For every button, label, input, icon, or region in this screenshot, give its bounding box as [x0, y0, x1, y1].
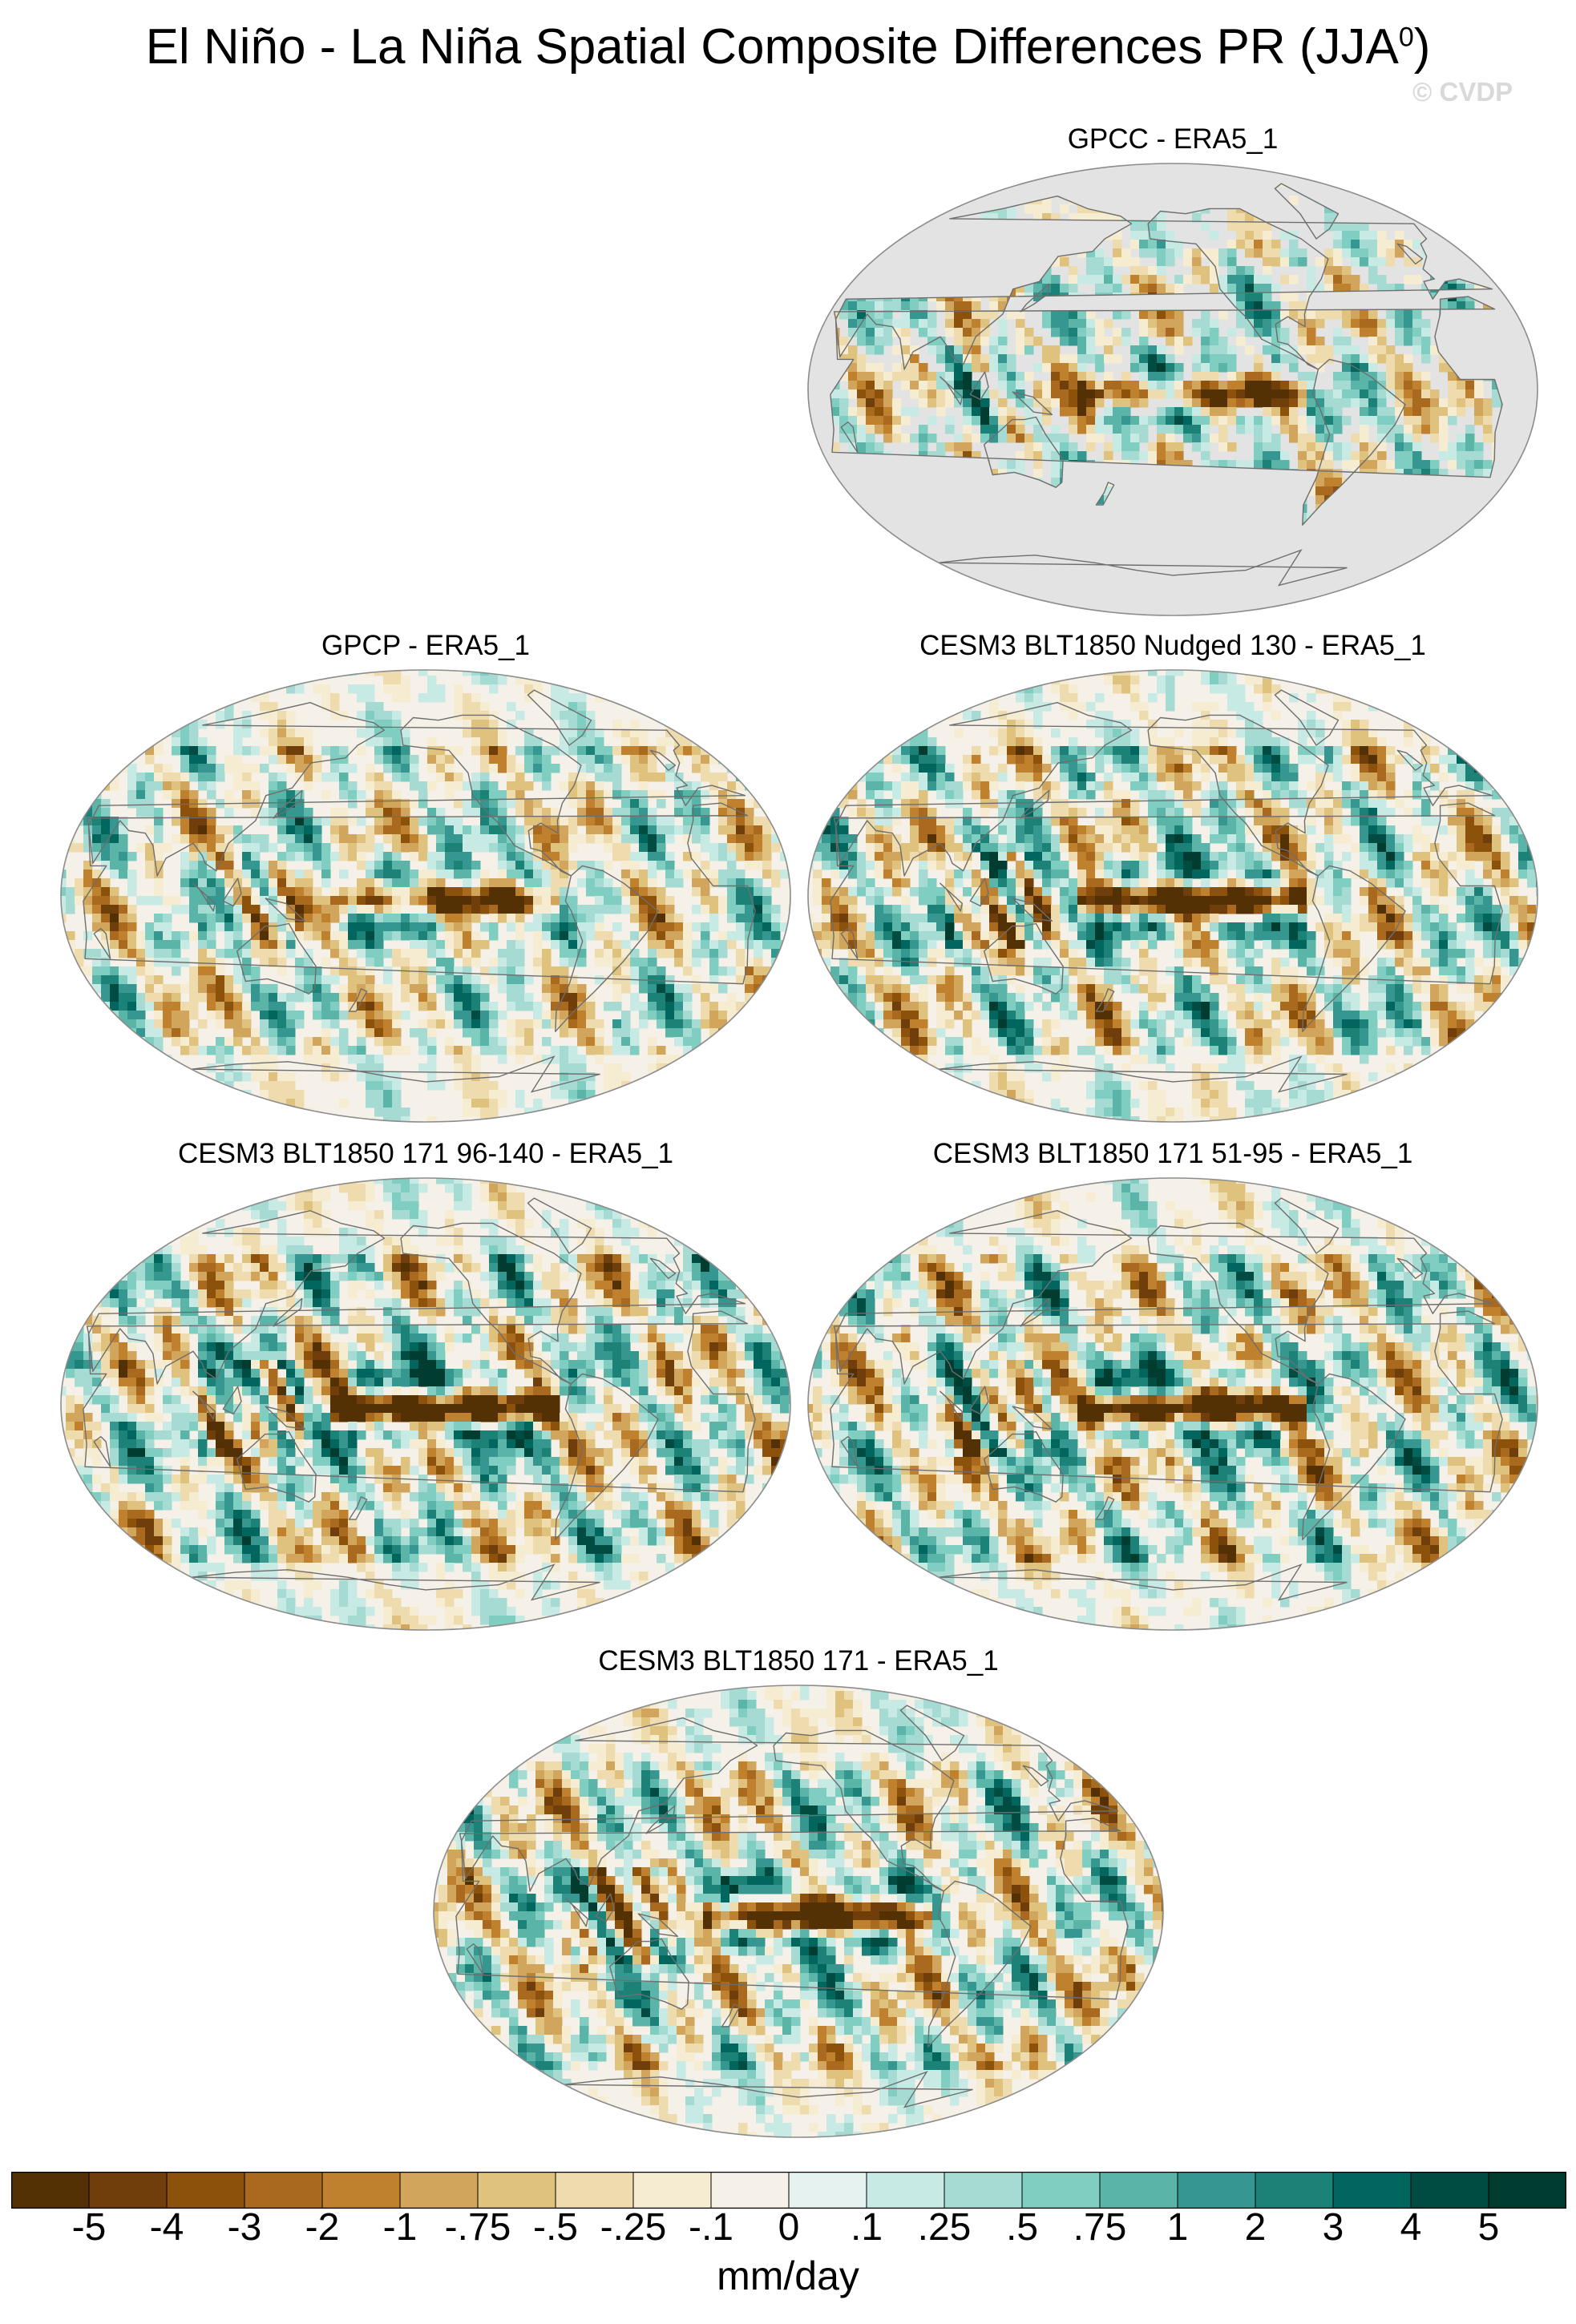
colorbar-tick-label: 0 — [778, 2206, 800, 2249]
colorbar-bin — [88, 2172, 168, 2209]
colorbar-tick-label: -2 — [305, 2206, 340, 2249]
map-panel-171-51-95: CESM3 BLT1850 171 51-95 - ERA5_1 — [804, 1140, 1542, 1636]
colorbar-tick-label: .75 — [1073, 2206, 1127, 2249]
map-nudged-130 — [807, 669, 1538, 1123]
panel-title: CESM3 BLT1850 171 - ERA5_1 — [598, 1645, 999, 1676]
main-title: El Niño - La Niña Spatial Composite Diff… — [145, 19, 1431, 75]
map-gpcc — [807, 163, 1538, 616]
panel-title: CESM3 BLT1850 Nudged 130 - ERA5_1 — [919, 630, 1426, 661]
colorbar-bin — [555, 2172, 634, 2209]
colorbar-tick-label: -.1 — [688, 2206, 733, 2249]
colorbar-bin — [477, 2172, 556, 2209]
colorbar-tick-label: 2 — [1244, 2206, 1267, 2249]
map-panel-nudged-130: CESM3 BLT1850 Nudged 130 - ERA5_1 — [804, 631, 1542, 1128]
colorbar-tick-label: 3 — [1322, 2206, 1344, 2249]
map-171 — [433, 1684, 1164, 2138]
panel-title: CESM3 BLT1850 171 96-140 - ERA5_1 — [177, 1138, 674, 1169]
colorbar-bin — [632, 2172, 712, 2209]
colorbar-tick-label: 4 — [1400, 2206, 1422, 2249]
colorbar-tick-label: 1 — [1166, 2206, 1189, 2249]
colorbar-bin — [1332, 2172, 1412, 2209]
colorbar-tick-label: -3 — [227, 2206, 262, 2249]
colorbar-tick-label: .5 — [1005, 2206, 1039, 2249]
colorbar-bin — [866, 2172, 945, 2209]
colorbar-tick-label: -5 — [71, 2206, 107, 2249]
colorbar-tick-label: .1 — [850, 2206, 883, 2249]
colorbar-bin — [321, 2172, 401, 2209]
colorbar-bin — [399, 2172, 479, 2209]
colorbar-tick-label: -.5 — [532, 2206, 578, 2249]
colorbar-bin — [944, 2172, 1023, 2209]
colorbar-bin — [11, 2172, 90, 2209]
colorbar-bin — [244, 2172, 323, 2209]
colorbar-tick-label: -4 — [149, 2206, 184, 2249]
map-panel-171: CESM3 BLT1850 171 - ERA5_1 — [430, 1647, 1167, 2144]
colorbar-tick-label: -.75 — [444, 2206, 511, 2249]
cvdp-watermark: © CVDP — [1412, 77, 1513, 107]
panel-title: CESM3 BLT1850 171 51-95 - ERA5_1 — [932, 1138, 1413, 1169]
colorbar-bin — [166, 2172, 245, 2209]
map-171-96-140 — [60, 1177, 791, 1631]
map-panel-gpcp: GPCP - ERA5_1 — [57, 631, 794, 1128]
panel-title: GPCC - ERA5_1 — [1067, 123, 1279, 155]
colorbar-tick-label: 5 — [1477, 2206, 1500, 2249]
colorbar-bin — [1488, 2172, 1566, 2209]
map-gpcp — [60, 669, 791, 1123]
colorbar-bin — [1255, 2172, 1334, 2209]
colorbar-units: mm/day — [717, 2253, 859, 2298]
colorbar-bin — [1021, 2172, 1101, 2209]
colorbar-tick-label: -1 — [382, 2206, 418, 2249]
colorbar-tick-label: -.25 — [600, 2206, 667, 2249]
panel-title: GPCP - ERA5_1 — [321, 630, 531, 661]
colorbar-bin — [1099, 2172, 1178, 2209]
colorbar-bin — [1177, 2172, 1256, 2209]
map-panel-gpcc: GPCC - ERA5_1 — [804, 125, 1542, 622]
colorbar-bin — [1410, 2172, 1489, 2209]
colorbar — [11, 2172, 1566, 2209]
colorbar-bin — [710, 2172, 790, 2209]
map-171-51-95 — [807, 1177, 1538, 1631]
map-panel-171-96-140: CESM3 BLT1850 171 96-140 - ERA5_1 — [57, 1140, 794, 1636]
colorbar-tick-label: .25 — [917, 2206, 972, 2249]
colorbar-bin — [788, 2172, 867, 2209]
